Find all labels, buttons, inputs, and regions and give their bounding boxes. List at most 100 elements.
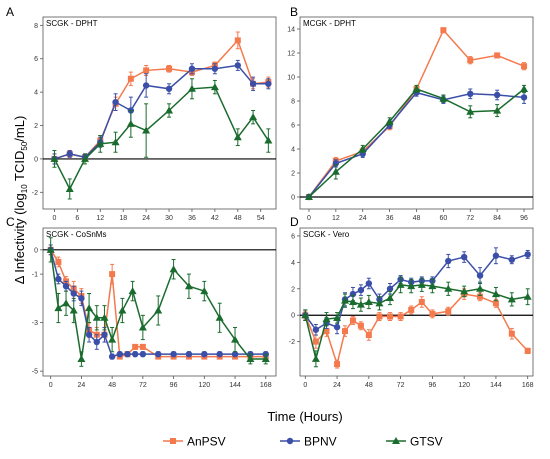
y-tick-label: -2	[289, 339, 295, 346]
data-point	[387, 313, 394, 320]
data-point	[365, 332, 372, 339]
panel-letter: B	[290, 5, 298, 19]
data-point	[261, 355, 270, 363]
x-tick-label: 96	[170, 382, 178, 389]
data-point	[50, 154, 59, 162]
y-tick-label: 6	[291, 233, 295, 240]
data-point	[364, 298, 373, 305]
data-point	[108, 335, 117, 343]
data-point	[476, 272, 484, 279]
data-point	[111, 138, 120, 146]
data-point	[265, 80, 272, 87]
y-tick-label: 4	[34, 90, 38, 97]
series-anpsv	[302, 288, 531, 369]
data-point	[467, 57, 474, 64]
x-tick-label: 84	[493, 215, 501, 222]
legend-label: GTSV	[410, 435, 443, 449]
legend: AnPSV BPNV GTSV	[163, 435, 443, 449]
x-tick-label: 72	[466, 215, 474, 222]
x-tick-label: 42	[211, 215, 219, 222]
data-point	[524, 347, 531, 354]
data-point	[466, 107, 475, 115]
panel-letter: D	[290, 215, 299, 229]
data-point	[109, 271, 116, 278]
y-tick-label: 0	[291, 195, 295, 202]
data-point	[445, 308, 452, 315]
data-point	[521, 63, 528, 70]
series-gtsv	[304, 84, 529, 200]
data-point	[165, 85, 173, 92]
data-point	[408, 306, 415, 313]
data-point	[66, 150, 73, 158]
data-point	[342, 328, 349, 335]
data-point	[170, 350, 177, 358]
series-line	[308, 88, 525, 198]
data-point	[386, 285, 394, 292]
data-point	[101, 331, 108, 338]
series-gtsv	[46, 237, 270, 367]
panel-title: SCGK - Vero	[303, 230, 350, 239]
data-point	[55, 275, 62, 283]
series-line	[54, 38, 269, 160]
data-point	[69, 306, 78, 314]
data-point	[460, 253, 468, 261]
data-point	[96, 139, 105, 147]
data-point	[385, 117, 394, 125]
y-tick-label: 10	[287, 75, 295, 82]
data-point	[234, 37, 241, 44]
x-tick-label: 48	[413, 215, 421, 222]
data-point	[476, 284, 485, 292]
data-point	[201, 350, 208, 358]
data-point	[507, 295, 516, 303]
x-tick-label: 0	[307, 215, 311, 222]
x-tick-label: 24	[142, 215, 150, 222]
data-point	[312, 326, 320, 333]
data-point	[494, 52, 501, 59]
data-point	[131, 350, 139, 358]
y-tick-label: 4	[291, 147, 295, 154]
x-tick-label: 72	[139, 382, 147, 389]
data-point	[508, 330, 515, 337]
data-point	[412, 85, 421, 92]
data-point	[524, 251, 531, 258]
x-tick-label: 24	[359, 215, 367, 222]
data-point	[311, 354, 320, 362]
data-point	[184, 282, 193, 290]
x-tick-label: 144	[229, 382, 241, 389]
x-tick-label: 18	[119, 215, 127, 222]
data-point	[333, 323, 341, 331]
data-point	[246, 355, 255, 363]
data-point	[357, 286, 365, 294]
data-point	[187, 84, 196, 92]
series-line	[304, 284, 528, 360]
series-gtsv	[301, 276, 532, 368]
x-tick-label: 6	[75, 215, 79, 222]
x-tick-label: 168	[522, 382, 534, 389]
x-tick-label: 96	[428, 382, 436, 389]
data-point	[46, 245, 55, 253]
data-point	[493, 91, 501, 99]
data-point	[169, 265, 178, 273]
panel-title: SCGK - CoSnMs	[46, 230, 106, 239]
x-tick-label: 0	[303, 382, 307, 389]
data-point	[85, 331, 93, 338]
panel-letter: C	[6, 215, 15, 229]
data-point	[142, 126, 151, 134]
data-point	[211, 65, 219, 72]
x-tick-label: 12	[332, 215, 340, 222]
data-point	[445, 257, 452, 265]
data-point	[139, 343, 146, 350]
y-tick-label: 2	[291, 171, 295, 178]
plot-frame	[299, 227, 534, 377]
data-point	[301, 311, 310, 319]
legend-label: BPNV	[304, 435, 337, 449]
y-tick-label: 14	[287, 27, 295, 34]
plot-frame	[42, 227, 277, 377]
data-point	[249, 113, 258, 121]
data-point	[127, 75, 134, 82]
data-point	[62, 299, 71, 307]
legend-item-bpnv: BPNV	[280, 435, 337, 449]
